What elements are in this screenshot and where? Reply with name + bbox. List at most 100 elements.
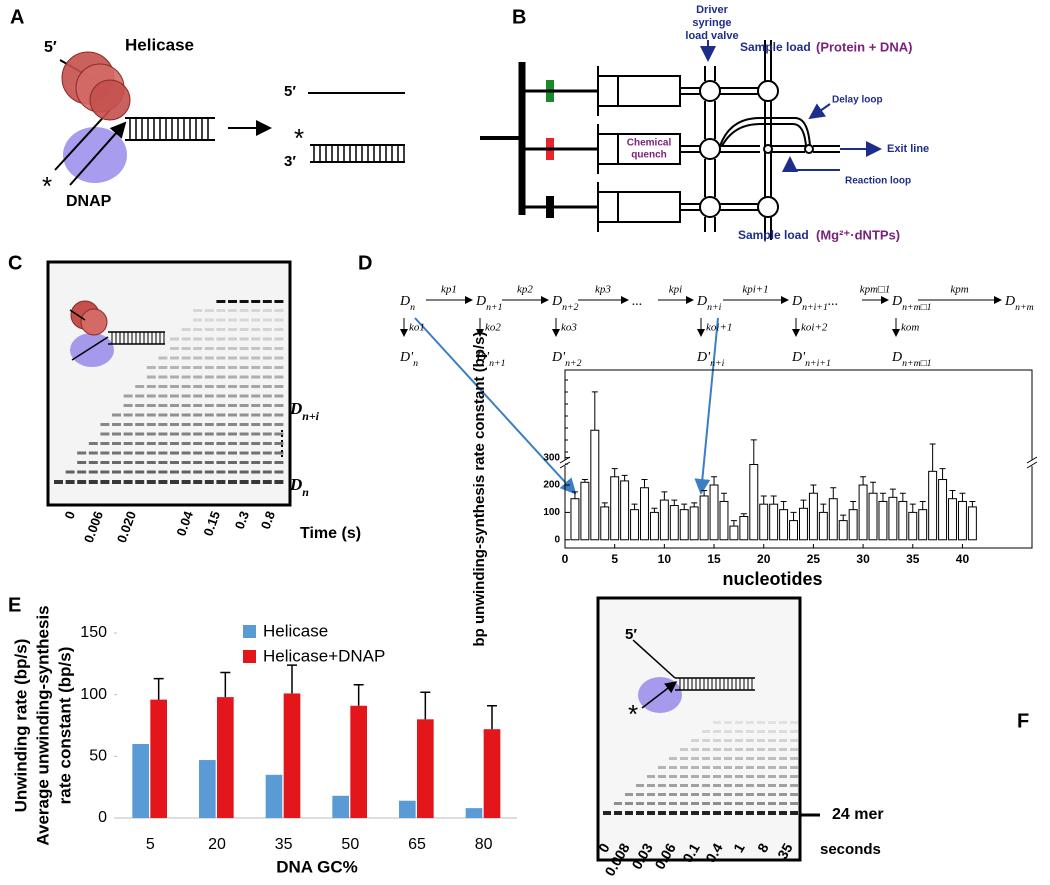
part-label: Sample load [738,228,809,242]
gel-band [216,461,226,464]
error-bar [641,479,648,488]
bar [199,760,216,818]
gel-band [757,784,765,787]
gel-band [216,385,226,388]
gel-band [100,480,110,484]
error-bar [220,671,231,698]
bar [150,699,167,818]
gel-band [790,757,798,760]
gel-band [193,375,203,379]
gel-band [735,811,743,815]
gel-band [757,802,765,805]
gel-band [170,432,179,436]
gel-band [228,470,237,474]
rate-label: ko1 [409,322,425,334]
symbol-base: ... [632,294,643,309]
symbol-base: D [696,294,707,309]
gel-band [702,775,710,778]
error-bar [591,391,598,431]
label-star: * [628,699,638,729]
gel-band [193,480,203,484]
panel-label: F [1017,710,1029,732]
gel-band [790,748,798,751]
gel-band [702,739,710,742]
gel-band [228,318,237,322]
gel-band [647,775,655,778]
gel-band [757,730,765,733]
rate-label: kom [901,322,919,334]
gel-band [251,356,261,360]
gel-band [262,480,272,484]
gel-band [669,811,677,815]
error-bar [830,487,837,499]
y-axis-label: bp unwinding-synthesis rate constant (bp… [471,331,488,646]
symbol-base: D [289,399,302,418]
symbol-base: D [891,350,902,365]
gel-band [713,739,721,742]
gel-band [724,802,732,805]
gel-band [216,394,226,398]
gel-band [746,730,754,733]
gel-band [181,442,191,445]
gel-band [158,413,168,417]
gel-band [100,451,110,455]
gel-band [204,480,214,484]
gel-band [735,730,743,733]
gel-band [713,784,721,787]
y-tick-label: 200 [543,480,560,491]
gel-band [768,793,776,796]
gel-band [713,748,721,751]
gel-band [146,375,156,379]
gel-band [251,318,261,322]
strand-end: 5′ [44,39,57,56]
error-bar [870,481,877,494]
symbol: Dn+m□1 [891,294,932,313]
panel-label: A [10,6,24,28]
gel-band [724,739,732,742]
error-bar [840,514,847,521]
gel-band [262,423,272,426]
error-bar [850,500,857,510]
y-tick-label: 150 [80,624,107,641]
gel-band [158,461,168,464]
gel-band [123,423,133,426]
error-bar [800,499,807,509]
gel-band [746,811,754,815]
gel-band [135,470,145,474]
gel-band [724,775,732,778]
gel-band [239,309,249,312]
part-label: (Protein + DNA) [816,39,912,54]
gel-band [274,432,284,436]
gel-band [757,793,765,796]
gel-band [746,775,754,778]
gel-band [251,413,261,417]
gel-band [193,347,203,350]
gel-band [228,394,237,398]
part-label: (Mg²⁺·dNTPs) [816,227,900,242]
gel-band [669,784,677,787]
gel-band [88,442,98,445]
symbol-suffix: ... [828,294,839,309]
gel-band [262,461,272,464]
gel-band [181,461,191,464]
y-axis-label: rate constant (bp/s) [55,647,74,805]
rate-label: kpm [950,284,968,296]
symbol: Dn [289,475,309,499]
link-arrow [414,317,577,495]
gel-band [181,451,191,455]
lane-label: 0.006 [81,509,106,545]
gel-band [274,300,284,303]
x-tick-label: 35 [275,836,293,853]
gel-band [135,385,145,388]
gel-band [100,461,110,464]
gel-band [112,413,121,417]
gel-band [146,413,156,417]
gel-band [713,793,721,796]
y-tick-label: 0 [98,809,107,826]
gel-band [228,432,237,436]
bar [749,463,759,541]
error-bar [711,476,718,486]
gel-band [193,328,203,331]
gel-band [647,793,655,796]
bar [948,498,957,541]
